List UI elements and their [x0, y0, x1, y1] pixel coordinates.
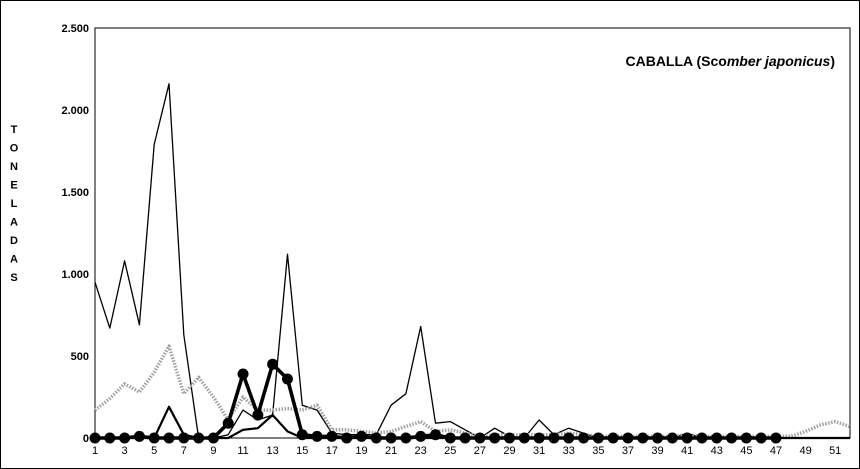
series-point: [696, 432, 708, 444]
x-tick-label: 33: [563, 445, 575, 457]
series-point: [770, 432, 782, 444]
series-point: [444, 432, 456, 444]
x-tick-label: 7: [181, 445, 187, 457]
x-tick-label: 35: [592, 445, 604, 457]
y-axis-title-letter: D: [10, 235, 18, 247]
series-point: [578, 432, 590, 444]
x-tick-label: 37: [622, 445, 634, 457]
y-tick-label: 2.000: [61, 105, 89, 117]
x-tick-label: 25: [444, 445, 456, 457]
x-tick-label: 47: [770, 445, 782, 457]
x-tick-label: 3: [122, 445, 128, 457]
series-point: [755, 432, 767, 444]
x-tick-label: 31: [533, 445, 545, 457]
series-point: [355, 430, 367, 442]
series-point: [518, 432, 530, 444]
series-point: [563, 432, 575, 444]
x-tick-label: 51: [829, 445, 841, 457]
series-point: [637, 432, 649, 444]
series-point: [622, 432, 634, 444]
x-tick-label: 17: [326, 445, 338, 457]
series-point: [504, 432, 516, 444]
series-point: [267, 358, 279, 370]
x-tick-label: 11: [237, 445, 248, 457]
x-tick-label: 39: [651, 445, 663, 457]
x-tick-label: 41: [681, 445, 693, 457]
series-point: [666, 432, 678, 444]
chart-title-part: mber japonicus: [727, 53, 831, 69]
series-point: [296, 429, 308, 441]
x-tick-label: 29: [503, 445, 515, 457]
x-tick-label: 45: [740, 445, 752, 457]
series-point: [104, 432, 116, 444]
series-point: [281, 373, 293, 385]
series-point: [252, 409, 264, 421]
series-line-dotted-gray: [93, 344, 851, 439]
chart-title: CABALLA (Scomber japonicus): [625, 53, 835, 69]
series-point: [193, 432, 205, 444]
y-axis-title-letter: L: [11, 198, 18, 210]
series-point: [429, 429, 441, 441]
series-point: [385, 432, 397, 444]
series-point: [133, 430, 145, 442]
series-point: [459, 432, 471, 444]
series-point: [207, 432, 219, 444]
series-point: [740, 432, 752, 444]
series-point: [400, 432, 412, 444]
y-axis-title-letter: A: [10, 254, 18, 266]
series-point: [533, 432, 545, 444]
series-point: [474, 432, 486, 444]
x-tick-label: 43: [711, 445, 723, 457]
y-tick-label: 0: [83, 433, 89, 445]
series-point: [711, 432, 723, 444]
chart-title-part: ): [830, 53, 835, 69]
y-axis-title-letter: E: [10, 180, 17, 192]
x-tick-label: 1: [92, 445, 98, 457]
y-axis-title-letter: O: [10, 143, 19, 155]
series-point: [119, 432, 131, 444]
series-point: [607, 432, 619, 444]
y-tick-label: 2.500: [61, 23, 89, 35]
series-layer: [89, 83, 851, 444]
series-point: [89, 432, 101, 444]
series-point: [163, 432, 175, 444]
y-axis-title-letter: A: [10, 217, 18, 229]
x-tick-label: 21: [385, 445, 397, 457]
y-tick-label: 500: [71, 351, 89, 363]
x-tick-label: 15: [296, 445, 308, 457]
series-point: [726, 432, 738, 444]
x-tick-label: 5: [151, 445, 157, 457]
y-tick-labels: 0 500 1.000 1.500 2.000 2.500: [61, 23, 89, 445]
series-point: [222, 417, 234, 429]
series-point: [548, 432, 560, 444]
series-point: [415, 430, 427, 442]
x-tick-label: 23: [415, 445, 427, 457]
x-tick-labels: 1 3 5 7 9 11 13 15 17 19 21 23 25 27 29 31 33 35 37 39 41 43 4…: [92, 445, 841, 457]
series-point: [341, 432, 353, 444]
series-point: [326, 430, 338, 442]
y-axis-title-letter: T: [11, 124, 18, 136]
plot-area: [94, 27, 851, 439]
x-tick-label: 13: [267, 445, 279, 457]
series-point: [681, 432, 693, 444]
chart-title-part: CABALLA (Sco: [625, 53, 726, 69]
series-point: [148, 432, 160, 444]
series-point: [652, 432, 664, 444]
y-tick-label: 1.500: [61, 187, 89, 199]
y-axis-title-letter: N: [10, 161, 18, 173]
series-point: [489, 432, 501, 444]
y-tick-label: 1.000: [61, 269, 89, 281]
x-tick-label: 19: [355, 445, 367, 457]
series-point: [311, 430, 323, 442]
y-axis-title-letter: S: [10, 272, 17, 284]
series-point: [592, 432, 604, 444]
x-tick-label: 49: [799, 445, 811, 457]
series-point: [370, 432, 382, 444]
series-point: [237, 368, 249, 380]
x-tick-label: 9: [210, 445, 216, 457]
series-point: [178, 432, 190, 444]
x-tick-label: 27: [474, 445, 486, 457]
